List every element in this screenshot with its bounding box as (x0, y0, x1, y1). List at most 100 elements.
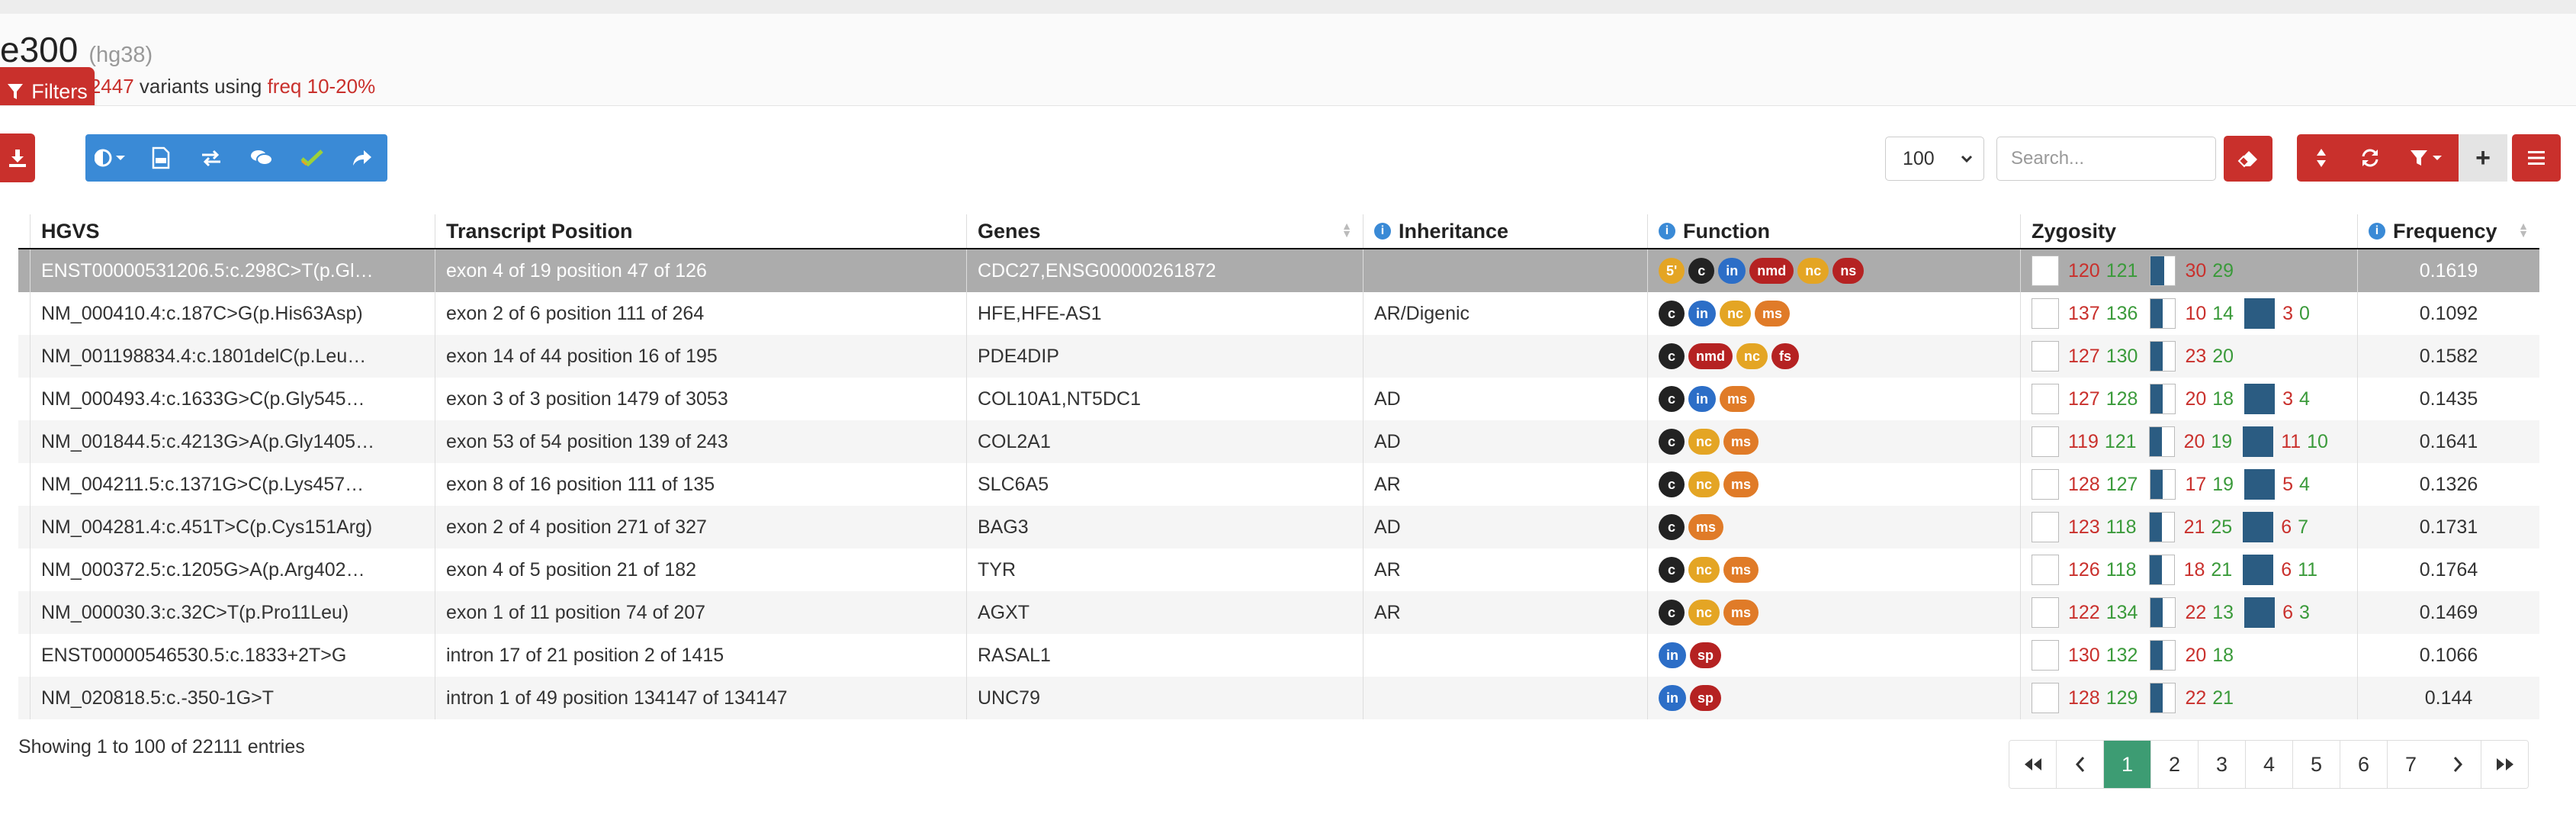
genes-cell[interactable]: AGXT (967, 591, 1363, 634)
hgvs-cell[interactable]: NM_001844.5:c.4213G>A(p.Gly1405… (31, 420, 435, 463)
table-row[interactable]: NM_004211.5:c.1371G>C(p.Lys457… exon 8 o… (18, 463, 2539, 506)
row-select[interactable] (18, 249, 31, 292)
hgvs-cell[interactable]: NM_000493.4:c.1633G>C(p.Gly545… (31, 378, 435, 420)
function-badge[interactable]: nc (1736, 343, 1768, 369)
table-row[interactable]: NM_001844.5:c.4213G>A(p.Gly1405… exon 53… (18, 420, 2539, 463)
genes-cell[interactable]: CDC27,ENSG00000261872 (967, 249, 1363, 292)
function-badge[interactable]: ms (1723, 600, 1759, 626)
genes-cell[interactable]: PDE4DIP (967, 335, 1363, 378)
function-badge[interactable]: 5' (1659, 258, 1685, 284)
column-visibility-button[interactable] (85, 134, 136, 182)
table-row[interactable]: NM_000410.4:c.187C>G(p.His63Asp) exon 2 … (18, 292, 2539, 335)
function-badge[interactable]: c (1659, 514, 1685, 540)
sort-button[interactable] (2297, 134, 2346, 182)
page-5-button[interactable]: 5 (2293, 741, 2340, 788)
row-select[interactable] (18, 591, 31, 634)
function-badge[interactable]: nc (1688, 557, 1720, 583)
hgvs-cell[interactable]: NM_000030.3:c.32C>T(p.Pro11Leu) (31, 591, 435, 634)
genes-cell[interactable]: COL10A1,NT5DC1 (967, 378, 1363, 420)
refresh-button[interactable] (2346, 134, 2395, 182)
row-select[interactable] (18, 378, 31, 420)
info-icon[interactable]: i (1659, 223, 1675, 240)
swap-button[interactable] (186, 134, 236, 182)
col-zygosity[interactable]: Zygosity (2021, 214, 2358, 248)
function-badge[interactable]: in (1718, 258, 1746, 284)
table-row[interactable]: NM_001198834.4:c.1801delC(p.Leu… exon 14… (18, 335, 2539, 378)
row-select[interactable] (18, 463, 31, 506)
hgvs-cell[interactable]: NM_020818.5:c.-350-1G>T (31, 677, 435, 719)
function-badge[interactable]: ms (1723, 471, 1759, 497)
col-frequency[interactable]: i Frequency ▲ ▼ (2358, 214, 2539, 248)
column-filter-button[interactable] (2395, 134, 2459, 182)
table-row[interactable]: NM_000493.4:c.1633G>C(p.Gly545… exon 3 o… (18, 378, 2539, 420)
genes-cell[interactable]: BAG3 (967, 506, 1363, 548)
page-4-button[interactable]: 4 (2246, 741, 2293, 788)
function-badge[interactable]: sp (1690, 685, 1722, 711)
download-button[interactable] (0, 133, 35, 182)
table-row[interactable]: NM_020818.5:c.-350-1G>T intron 1 of 49 p… (18, 677, 2539, 719)
hgvs-cell[interactable]: NM_001198834.4:c.1801delC(p.Leu… (31, 335, 435, 378)
function-badge[interactable]: c (1659, 557, 1685, 583)
genes-cell[interactable]: TYR (967, 548, 1363, 591)
function-badge[interactable]: ms (1720, 386, 1755, 412)
function-badge[interactable]: fs (1771, 343, 1800, 369)
hgvs-cell[interactable]: ENST00000546530.5:c.1833+2T>G (31, 634, 435, 677)
table-row[interactable]: NM_000372.5:c.1205G>A(p.Arg402… exon 4 o… (18, 548, 2539, 591)
function-badge[interactable]: ms (1723, 557, 1759, 583)
function-badge[interactable]: c (1659, 343, 1685, 369)
row-select[interactable] (18, 677, 31, 719)
genes-cell[interactable]: COL2A1 (967, 420, 1363, 463)
function-badge[interactable]: ns (1832, 258, 1865, 284)
share-button[interactable] (337, 134, 387, 182)
function-badge[interactable]: nmd (1749, 258, 1794, 284)
info-icon[interactable]: i (1374, 223, 1391, 240)
function-badge[interactable]: in (1688, 301, 1716, 326)
export-vcf-button[interactable] (136, 134, 186, 182)
function-badge[interactable]: in (1659, 642, 1686, 668)
function-badge[interactable]: ms (1723, 429, 1759, 455)
function-badge[interactable]: nc (1688, 471, 1720, 497)
next-page-button[interactable] (2434, 741, 2481, 788)
function-badge[interactable]: c (1659, 386, 1685, 412)
table-row[interactable]: ENST00000531206.5:c.298C>T(p.Gl… exon 4 … (18, 249, 2539, 292)
clear-search-button[interactable] (2224, 136, 2272, 182)
col-hgvs[interactable]: HGVS (31, 214, 435, 248)
comments-button[interactable] (236, 134, 287, 182)
function-badge[interactable]: ms (1755, 301, 1791, 326)
function-badge[interactable]: c (1659, 471, 1685, 497)
page-3-button[interactable]: 3 (2199, 741, 2246, 788)
summary-filter[interactable]: freq 10-20% (267, 75, 376, 98)
page-1-button[interactable]: 1 (2104, 741, 2151, 788)
hgvs-cell[interactable]: NM_004281.4:c.451T>C(p.Cys151Arg) (31, 506, 435, 548)
add-button[interactable]: + (2459, 134, 2507, 182)
row-select[interactable] (18, 335, 31, 378)
genes-cell[interactable]: HFE,HFE-AS1 (967, 292, 1363, 335)
hgvs-cell[interactable]: ENST00000531206.5:c.298C>T(p.Gl… (31, 249, 435, 292)
prev-page-button[interactable] (2057, 741, 2104, 788)
col-transcript-position[interactable]: Transcript Position (435, 214, 967, 248)
menu-button[interactable] (2512, 134, 2561, 182)
table-row[interactable]: NM_004281.4:c.451T>C(p.Cys151Arg) exon 2… (18, 506, 2539, 548)
page-length-select[interactable]: 100 (1885, 137, 1984, 181)
row-select[interactable] (18, 292, 31, 335)
function-badge[interactable]: nc (1797, 258, 1829, 284)
function-badge[interactable]: c (1659, 301, 1685, 326)
genes-cell[interactable]: SLC6A5 (967, 463, 1363, 506)
page-6-button[interactable]: 6 (2340, 741, 2388, 788)
hgvs-cell[interactable]: NM_000410.4:c.187C>G(p.His63Asp) (31, 292, 435, 335)
col-inheritance[interactable]: i Inheritance (1363, 214, 1648, 248)
genes-cell[interactable]: UNC79 (967, 677, 1363, 719)
function-badge[interactable]: nc (1688, 429, 1720, 455)
search-input[interactable]: Search... (1996, 137, 2216, 181)
hgvs-cell[interactable]: NM_000372.5:c.1205G>A(p.Arg402… (31, 548, 435, 591)
col-genes[interactable]: Genes ▲ ▼ (967, 214, 1363, 248)
function-badge[interactable]: sp (1690, 642, 1722, 668)
row-select[interactable] (18, 634, 31, 677)
hgvs-cell[interactable]: NM_004211.5:c.1371G>C(p.Lys457… (31, 463, 435, 506)
page-7-button[interactable]: 7 (2388, 741, 2434, 788)
table-row[interactable]: ENST00000546530.5:c.1833+2T>G intron 17 … (18, 634, 2539, 677)
function-badge[interactable]: nc (1720, 301, 1752, 326)
function-badge[interactable]: c (1688, 258, 1715, 284)
function-badge[interactable]: c (1659, 429, 1685, 455)
table-row[interactable]: NM_000030.3:c.32C>T(p.Pro11Leu) exon 1 o… (18, 591, 2539, 634)
